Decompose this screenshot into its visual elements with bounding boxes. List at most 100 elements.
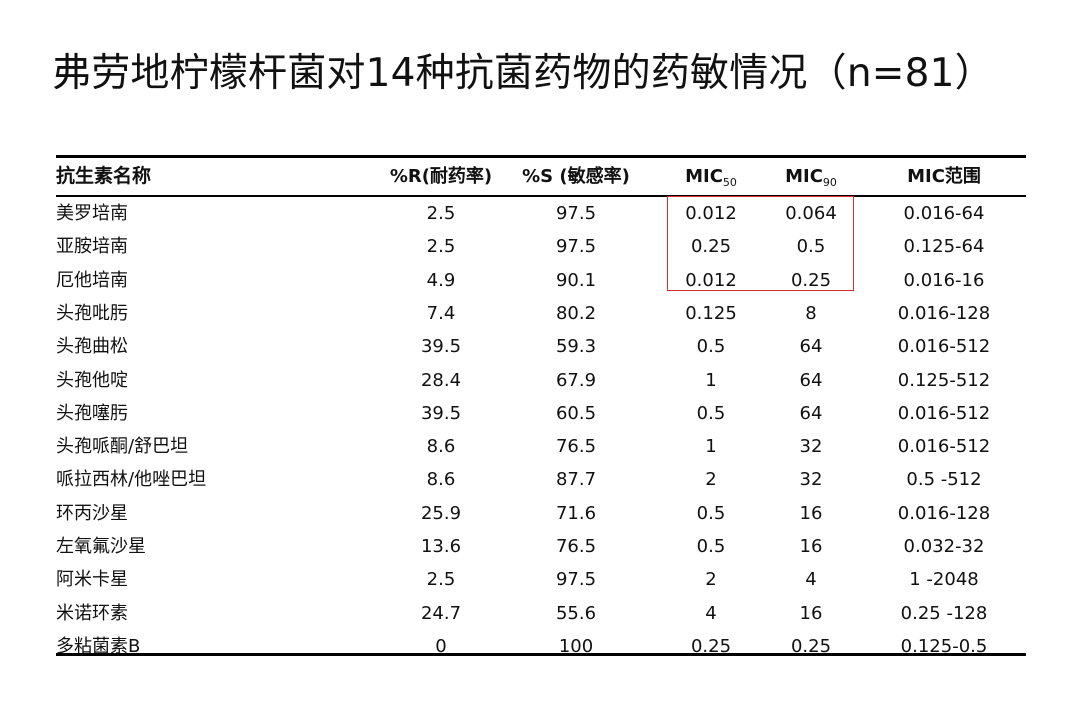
cell-antibiotic-name: 厄他培南 bbox=[56, 269, 128, 291]
cell-antibiotic-name: 左氧氟沙星 bbox=[56, 536, 146, 557]
cell-mic-range: 0.016-16 bbox=[903, 269, 985, 291]
cell-mic50: 2 bbox=[705, 569, 717, 591]
table-header-rule bbox=[56, 195, 1026, 197]
cell-mic90: 32 bbox=[799, 469, 823, 491]
cell-antibiotic-name: 米诺环素 bbox=[56, 602, 128, 624]
cell-susceptibility-rate: 97.5 bbox=[555, 203, 597, 224]
cell-susceptibility-rate: 76.5 bbox=[555, 436, 597, 458]
header-mic50-base: MIC bbox=[685, 166, 723, 187]
cell-mic50: 0.012 bbox=[685, 269, 737, 291]
cell-mic-range: 0.25 -128 bbox=[900, 602, 988, 624]
table-row: 环丙沙星 25.9 71.6 0.5 16 0.016-128 bbox=[56, 497, 1026, 530]
table-row: 哌拉西林/他唑巴坦 8.6 87.7 2 32 0.5 -512 bbox=[56, 463, 1026, 496]
table-row: 左氧氟沙星 13.6 76.5 0.5 16 0.032-32 bbox=[56, 530, 1026, 563]
cell-antibiotic-name: 哌拉西林/他唑巴坦 bbox=[56, 469, 207, 491]
cell-antibiotic-name: 美罗培南 bbox=[56, 203, 128, 224]
table-bottom-rule bbox=[56, 653, 1026, 656]
cell-mic-range: 0.125-512 bbox=[897, 369, 991, 391]
cell-susceptibility-rate: 97.5 bbox=[555, 236, 597, 258]
cell-mic50: 0.5 bbox=[696, 502, 726, 524]
header-antibiotic-name: 抗生素名称 bbox=[56, 165, 152, 187]
table-row: 头孢曲松 39.5 59.3 0.5 64 0.016-512 bbox=[56, 330, 1026, 363]
cell-susceptibility-rate: 60.5 bbox=[555, 402, 597, 424]
cell-mic-range: 0.016-64 bbox=[903, 203, 985, 224]
cell-susceptibility-rate: 97.5 bbox=[555, 569, 597, 591]
cell-susceptibility-rate: 67.9 bbox=[555, 369, 597, 391]
cell-mic-range: 0.125-64 bbox=[903, 236, 985, 258]
header-mic50: MIC50 bbox=[666, 158, 756, 195]
cell-mic90: 0.25 bbox=[790, 635, 832, 657]
cell-mic50: 1 bbox=[705, 436, 717, 458]
cell-mic-range: 0.016-512 bbox=[897, 336, 991, 358]
table-row: 头孢哌酮/舒巴坦 8.6 76.5 1 32 0.016-512 bbox=[56, 430, 1026, 463]
cell-mic50: 2 bbox=[705, 469, 717, 491]
cell-mic90: 16 bbox=[799, 536, 823, 557]
cell-antibiotic-name: 环丙沙星 bbox=[56, 502, 128, 524]
cell-mic90: 16 bbox=[799, 502, 823, 524]
table-row: 多粘菌素B 0 100 0.25 0.25 0.125-0.5 bbox=[56, 630, 1026, 663]
cell-mic50: 0.012 bbox=[685, 203, 737, 224]
cell-antibiotic-name: 头孢哌酮/舒巴坦 bbox=[56, 436, 189, 458]
cell-susceptibility-rate: 71.6 bbox=[555, 502, 597, 524]
cell-mic-range: 0.016-128 bbox=[897, 502, 991, 524]
cell-resistance-rate: 28.4 bbox=[420, 369, 462, 391]
table-row: 厄他培南 4.9 90.1 0.012 0.25 0.016-16 bbox=[56, 264, 1026, 297]
cell-mic90: 8 bbox=[805, 302, 817, 324]
header-mic50-sub: 50 bbox=[722, 176, 737, 189]
cell-mic90: 64 bbox=[799, 369, 823, 391]
cell-susceptibility-rate: 59.3 bbox=[555, 336, 597, 358]
header-mic-range: MIC范围 bbox=[907, 166, 981, 187]
cell-resistance-rate: 2.5 bbox=[426, 203, 456, 224]
cell-susceptibility-rate: 87.7 bbox=[555, 469, 597, 491]
cell-mic-range: 0.016-512 bbox=[897, 402, 991, 424]
cell-resistance-rate: 8.6 bbox=[426, 436, 456, 458]
table-row: 美罗培南 2.5 97.5 0.012 0.064 0.016-64 bbox=[56, 197, 1026, 230]
table-row: 阿米卡星 2.5 97.5 2 4 1 -2048 bbox=[56, 563, 1026, 596]
cell-antibiotic-name: 亚胺培南 bbox=[56, 236, 128, 258]
header-mic90-sub: 90 bbox=[822, 176, 837, 189]
cell-antibiotic-name: 头孢吡肟 bbox=[56, 302, 128, 324]
cell-resistance-rate: 0 bbox=[435, 635, 447, 657]
cell-resistance-rate: 2.5 bbox=[426, 236, 456, 258]
cell-antibiotic-name: 阿米卡星 bbox=[56, 569, 128, 591]
susceptibility-table: 抗生素名称 %R(耐药率) %S (敏感率) MIC50 MIC90 MIC范围… bbox=[56, 155, 1026, 657]
cell-resistance-rate: 24.7 bbox=[420, 602, 462, 624]
cell-mic50: 0.5 bbox=[696, 336, 726, 358]
cell-mic-range: 0.016-512 bbox=[897, 436, 991, 458]
table-row: 头孢噻肟 39.5 60.5 0.5 64 0.016-512 bbox=[56, 397, 1026, 430]
cell-resistance-rate: 2.5 bbox=[426, 569, 456, 591]
header-mic90-base: MIC bbox=[785, 166, 823, 187]
cell-susceptibility-rate: 80.2 bbox=[555, 302, 597, 324]
cell-susceptibility-rate: 55.6 bbox=[555, 602, 597, 624]
table-row: 头孢他啶 28.4 67.9 1 64 0.125-512 bbox=[56, 364, 1026, 397]
cell-mic90: 0.5 bbox=[796, 236, 826, 258]
cell-antibiotic-name: 多粘菌素B bbox=[56, 635, 141, 657]
cell-mic50: 0.25 bbox=[690, 635, 732, 657]
cell-mic90: 16 bbox=[799, 602, 823, 624]
cell-resistance-rate: 8.6 bbox=[426, 469, 456, 491]
cell-antibiotic-name: 头孢噻肟 bbox=[56, 402, 128, 424]
cell-resistance-rate: 4.9 bbox=[426, 269, 456, 291]
cell-mic90: 4 bbox=[805, 569, 817, 591]
header-susceptibility-rate: %S (敏感率) bbox=[522, 166, 630, 187]
cell-mic50: 0.5 bbox=[696, 536, 726, 557]
cell-mic-range: 0.032-32 bbox=[903, 536, 985, 557]
cell-resistance-rate: 39.5 bbox=[420, 336, 462, 358]
cell-susceptibility-rate: 90.1 bbox=[555, 269, 597, 291]
cell-mic90: 0.064 bbox=[785, 203, 837, 224]
cell-mic-range: 1 -2048 bbox=[909, 569, 979, 591]
cell-resistance-rate: 39.5 bbox=[420, 402, 462, 424]
header-resistance-rate: %R(耐药率) bbox=[389, 166, 493, 187]
cell-mic50: 0.125 bbox=[685, 302, 737, 324]
cell-mic90: 0.25 bbox=[790, 269, 832, 291]
cell-mic90: 32 bbox=[799, 436, 823, 458]
cell-mic90: 64 bbox=[799, 336, 823, 358]
table-header-row: 抗生素名称 %R(耐药率) %S (敏感率) MIC50 MIC90 MIC范围 bbox=[56, 158, 1026, 195]
page-title: 弗劳地柠檬杆菌对14种抗菌药物的药敏情况（n=81） bbox=[52, 51, 994, 96]
table-row: 米诺环素 24.7 55.6 4 16 0.25 -128 bbox=[56, 597, 1026, 630]
cell-mic50: 4 bbox=[705, 602, 717, 624]
cell-susceptibility-rate: 100 bbox=[558, 635, 594, 657]
cell-mic-range: 0.016-128 bbox=[897, 302, 991, 324]
cell-resistance-rate: 13.6 bbox=[420, 536, 462, 557]
cell-antibiotic-name: 头孢他啶 bbox=[56, 369, 128, 391]
